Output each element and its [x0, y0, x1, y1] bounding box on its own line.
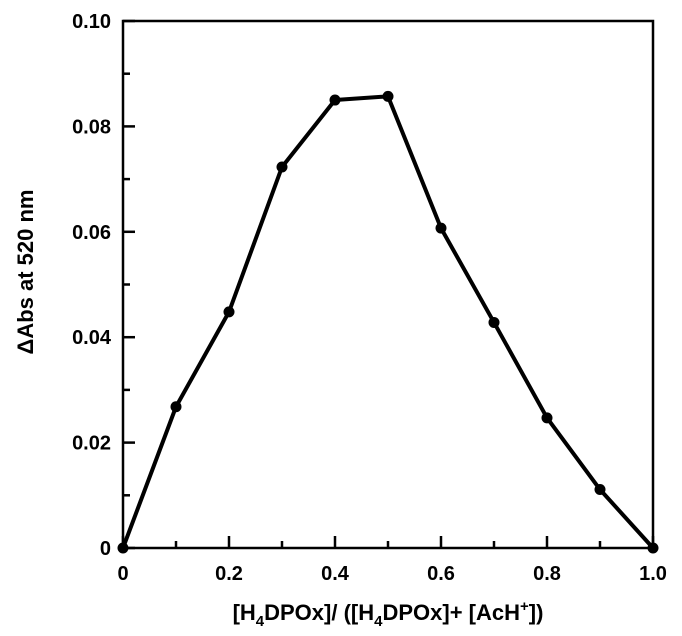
- data-point: [594, 484, 606, 496]
- x-title-part-1: [H: [233, 600, 256, 625]
- tick-labels: 0 0.2 0.4 0.6 0.8 1.0 0 0.02 0.04 0.06 0.08 0.10: [72, 11, 667, 585]
- y-axis-title: ΔAbs at 520 nm: [13, 190, 38, 355]
- y-tick-label: 0.06: [72, 222, 111, 244]
- x-axis-title: [H4DPOx]/ ([H4DPOx]+ [AcH+]): [233, 598, 544, 630]
- x-tick-label: 0.4: [321, 563, 350, 585]
- series-line: [121, 94, 655, 550]
- data-point: [117, 542, 129, 554]
- y-tick-label: 0.10: [72, 11, 111, 33]
- x-tick-label: 0.2: [215, 563, 243, 585]
- data-point: [170, 401, 182, 413]
- x-tick-label: 1.0: [639, 563, 667, 585]
- data-point: [435, 222, 447, 234]
- x-title-part-4: ]): [529, 600, 544, 625]
- x-tick-label: 0: [117, 563, 128, 585]
- y-tick-label: 0.02: [72, 433, 111, 455]
- data-point: [382, 90, 394, 102]
- x-title-sup: +: [520, 598, 529, 615]
- x-tick-label: 0.8: [533, 563, 561, 585]
- data-point: [276, 161, 288, 173]
- data-point: [223, 306, 235, 318]
- y-tick-label: 0: [100, 538, 111, 560]
- y-tick-label: 0.04: [72, 327, 112, 349]
- x-tick-label: 0.6: [427, 563, 455, 585]
- y-tick-label: 0.08: [72, 116, 111, 138]
- data-point: [329, 94, 341, 106]
- data-point: [541, 412, 553, 424]
- series: [117, 90, 659, 554]
- x-title-part-2: DPOx]/ ([H: [264, 600, 374, 625]
- data-point: [647, 542, 659, 554]
- x-title-sub-2: 4: [374, 613, 383, 630]
- x-title-part-3: DPOx]+ [AcH: [382, 600, 520, 625]
- x-title-sub-1: 4: [256, 613, 265, 630]
- data-point: [488, 316, 500, 328]
